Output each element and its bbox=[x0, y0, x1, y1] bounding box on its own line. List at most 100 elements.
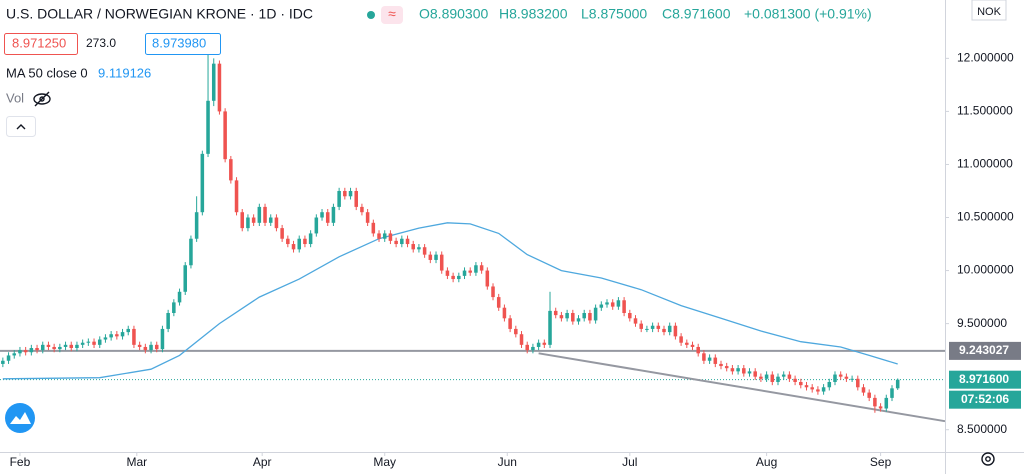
candle-body bbox=[80, 342, 85, 345]
candle-body bbox=[75, 344, 79, 349]
bid-price: 8.971250 bbox=[12, 35, 66, 50]
y-tick-label: 10.500000 bbox=[957, 210, 1014, 224]
candle-body bbox=[308, 233, 313, 245]
candle-body bbox=[519, 334, 524, 345]
candle-body bbox=[234, 180, 239, 213]
level-price-label: 9.243027 bbox=[959, 343, 1009, 357]
candle-body bbox=[508, 318, 512, 329]
ohlc-open: O8.890300 bbox=[419, 6, 488, 22]
candle-body bbox=[576, 318, 581, 322]
candle-body bbox=[29, 348, 34, 353]
candle-body bbox=[884, 397, 889, 409]
candle-body bbox=[411, 244, 415, 250]
y-tick-label: 11.000000 bbox=[957, 157, 1013, 171]
candle-body bbox=[257, 206, 262, 223]
candle-body bbox=[92, 341, 96, 345]
candle-body bbox=[268, 217, 273, 223]
candle-body bbox=[12, 353, 17, 356]
x-tick-label: Jun bbox=[498, 455, 517, 469]
candle-body bbox=[633, 318, 638, 324]
collapse-button[interactable] bbox=[6, 116, 36, 137]
candle-body bbox=[639, 323, 643, 329]
candle-body bbox=[69, 344, 74, 349]
ohlc-low: L8.875000 bbox=[581, 6, 647, 22]
ask-box[interactable] bbox=[145, 33, 221, 55]
candle-body bbox=[502, 307, 507, 319]
candle-body bbox=[422, 247, 427, 255]
x-tick-label: Mar bbox=[126, 455, 147, 469]
candle-body bbox=[46, 344, 51, 347]
x-tick-label: Aug bbox=[756, 455, 777, 469]
candle-body bbox=[246, 217, 250, 229]
candle-body bbox=[211, 63, 216, 101]
candle-body bbox=[793, 378, 797, 382]
candle-body bbox=[223, 111, 227, 160]
candle-body bbox=[588, 313, 592, 321]
candle-body bbox=[371, 222, 376, 234]
status-badge[interactable] bbox=[381, 6, 403, 24]
currency-box[interactable] bbox=[971, 0, 1007, 21]
candle-body bbox=[400, 238, 404, 245]
candle-body bbox=[707, 357, 712, 361]
candle-body bbox=[610, 302, 615, 307]
x-tick-label: May bbox=[373, 455, 396, 469]
candle-body bbox=[172, 302, 176, 314]
candle-body bbox=[605, 302, 609, 305]
bid-box[interactable] bbox=[4, 33, 78, 55]
logo bbox=[5, 403, 35, 433]
y-tick-label: 8.500000 bbox=[957, 422, 1007, 436]
candle-body bbox=[856, 378, 860, 388]
candle-body bbox=[286, 238, 290, 245]
candle-body bbox=[685, 342, 689, 345]
candle-body bbox=[177, 291, 182, 303]
candle-body bbox=[337, 190, 341, 207]
countdown-box bbox=[949, 390, 1021, 409]
status-dot bbox=[367, 11, 375, 19]
candle-body bbox=[536, 342, 541, 347]
x-tick-label: Apr bbox=[253, 455, 272, 469]
candle-body bbox=[189, 238, 193, 266]
candle-body bbox=[799, 381, 803, 386]
candle-body bbox=[303, 238, 307, 245]
ohlc-change: +0.081300 (+0.91%) bbox=[744, 6, 872, 22]
candle-body bbox=[719, 363, 723, 367]
candle-body bbox=[873, 397, 877, 407]
candle-body bbox=[736, 368, 740, 372]
candle-body bbox=[764, 374, 769, 379]
candle-body bbox=[821, 387, 826, 392]
candle-body bbox=[514, 328, 518, 335]
hide-volume-icon[interactable] bbox=[33, 91, 51, 107]
candle-body bbox=[565, 313, 569, 319]
candle-body bbox=[52, 346, 56, 350]
candle-body bbox=[137, 344, 142, 347]
candle-body bbox=[18, 350, 22, 354]
candle-body bbox=[291, 244, 296, 250]
candle-body bbox=[559, 315, 564, 319]
x-tick-label: Feb bbox=[10, 455, 31, 469]
candle-body bbox=[759, 376, 763, 379]
candle-body bbox=[656, 325, 661, 329]
candle-body bbox=[343, 190, 347, 197]
candle-body bbox=[485, 270, 490, 287]
candle-body bbox=[6, 355, 11, 361]
plot-area bbox=[0, 47, 946, 423]
y-tick-label: 10.000000 bbox=[957, 263, 1014, 277]
candle-body bbox=[850, 378, 854, 380]
candle-body bbox=[434, 254, 438, 260]
caret-icon bbox=[16, 124, 26, 130]
candle-body bbox=[673, 325, 678, 337]
candle-body bbox=[166, 313, 170, 329]
candle-body bbox=[833, 374, 837, 382]
candle-body bbox=[770, 374, 775, 382]
candle-body bbox=[240, 212, 245, 229]
last-price-label: 8.971600 bbox=[959, 372, 1009, 386]
candle-body bbox=[861, 387, 866, 393]
settings-icon[interactable] bbox=[981, 452, 995, 466]
candle-body bbox=[548, 310, 552, 345]
candle-body bbox=[280, 228, 284, 239]
volume-label: Vol bbox=[6, 90, 24, 105]
candle-body bbox=[160, 328, 165, 350]
candle-body bbox=[571, 313, 575, 322]
candle-body bbox=[890, 388, 894, 398]
ma-legend-name: MA 50 close 0 bbox=[6, 65, 88, 80]
